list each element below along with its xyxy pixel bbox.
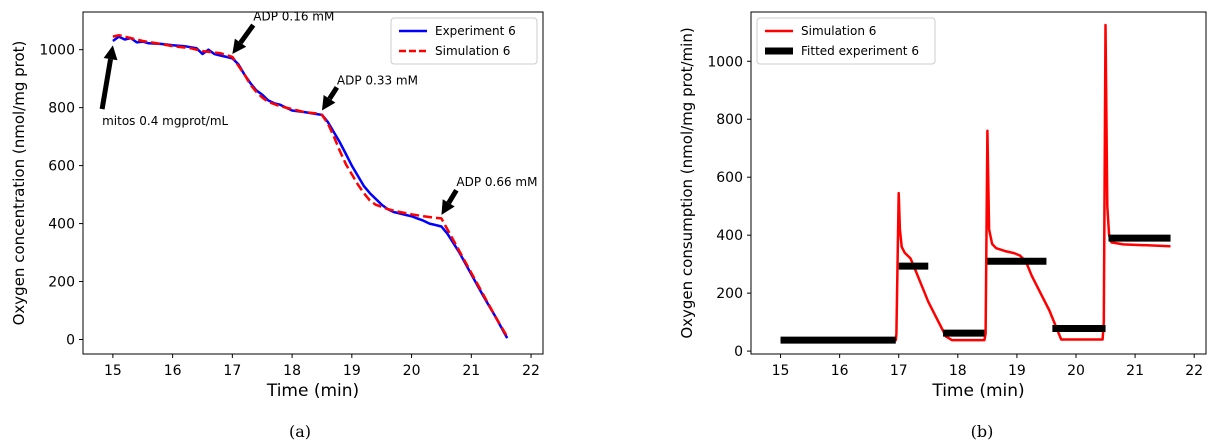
x-tick-label: 16 — [831, 363, 849, 379]
x-tick-label: 19 — [343, 363, 361, 379]
y-tick-label: 600 — [48, 159, 75, 175]
annotation-label: mitos 0.4 mgprot/mL — [102, 114, 228, 128]
x-axis-label: Time (min) — [266, 381, 359, 401]
figure-caption: (b) — [971, 422, 994, 441]
x-tick-label: 15 — [772, 363, 790, 379]
y-tick-label: 800 — [716, 112, 743, 128]
annotation-arrow-head — [441, 199, 455, 215]
x-tick-label: 21 — [1126, 363, 1144, 379]
annotation-arrow-shaft — [99, 58, 114, 110]
x-tick-label: 18 — [283, 363, 301, 379]
x-tick-label: 17 — [890, 363, 908, 379]
x-tick-label: 15 — [104, 363, 122, 379]
x-tick-label: 20 — [403, 363, 421, 379]
series-line-1 — [780, 23, 1171, 342]
y-axis-label: Oxygen consumption (nmol/mg prot/min) — [678, 27, 696, 338]
series-line-2 — [112, 33, 509, 338]
annotation-label: ADP 0.66 mM — [456, 175, 537, 189]
y-tick-label: 200 — [48, 275, 75, 291]
y-tick-label: 0 — [66, 333, 75, 349]
x-tick-label: 22 — [522, 363, 540, 379]
y-tick-label: 1000 — [707, 54, 743, 70]
x-tick-label: 22 — [1185, 363, 1203, 379]
legend-label: Simulation 6 — [801, 24, 876, 38]
y-tick-label: 200 — [716, 286, 743, 302]
annotation-label: ADP 0.33 mM — [337, 73, 418, 87]
y-tick-label: 400 — [48, 217, 75, 233]
annotation-arrow-shaft — [238, 23, 256, 45]
y-tick-label: 0 — [734, 344, 743, 360]
annotation-arrow-shaft — [446, 188, 459, 205]
annotation-label: ADP 0.16 mM — [253, 10, 334, 24]
x-tick-label: 20 — [1067, 363, 1085, 379]
x-tick-label: 16 — [164, 363, 182, 379]
legend-label: Simulation 6 — [435, 44, 510, 58]
annotation-arrow-shaft — [327, 86, 339, 101]
x-tick-label: 17 — [223, 363, 241, 379]
series-line-1 — [112, 35, 509, 339]
y-tick-label: 400 — [716, 228, 743, 244]
legend-label: Fitted experiment 6 — [801, 44, 919, 58]
x-axis-label: Time (min) — [931, 381, 1024, 401]
plot-frame — [750, 11, 1207, 355]
annotation-arrow-head — [103, 45, 118, 61]
y-tick-label: 600 — [716, 170, 743, 186]
legend-box — [756, 17, 936, 65]
panel-a: 15 16 17 18 19 20 21 22 0 200 400 600 800 1000 Time (m… — [10, 10, 544, 441]
legend-box — [390, 17, 538, 65]
legend-label: Experiment 6 — [435, 24, 516, 38]
y-tick-label: 800 — [48, 101, 75, 117]
x-tick-label: 21 — [462, 363, 480, 379]
annotation-arrow-head — [232, 38, 247, 55]
annotation-arrow-head — [321, 94, 336, 111]
plot-frame — [82, 11, 544, 355]
x-tick-label: 19 — [1008, 363, 1026, 379]
x-tick-label: 18 — [949, 363, 967, 379]
y-axis-label: Oxygen concentration (nmol/mg prot) — [10, 41, 28, 326]
figure-caption: (a) — [289, 422, 311, 441]
y-tick-label: 1000 — [39, 43, 75, 59]
panel-b: 15 16 17 18 19 20 21 22 0 200 400 600 800 1000 Time (m… — [678, 11, 1207, 441]
